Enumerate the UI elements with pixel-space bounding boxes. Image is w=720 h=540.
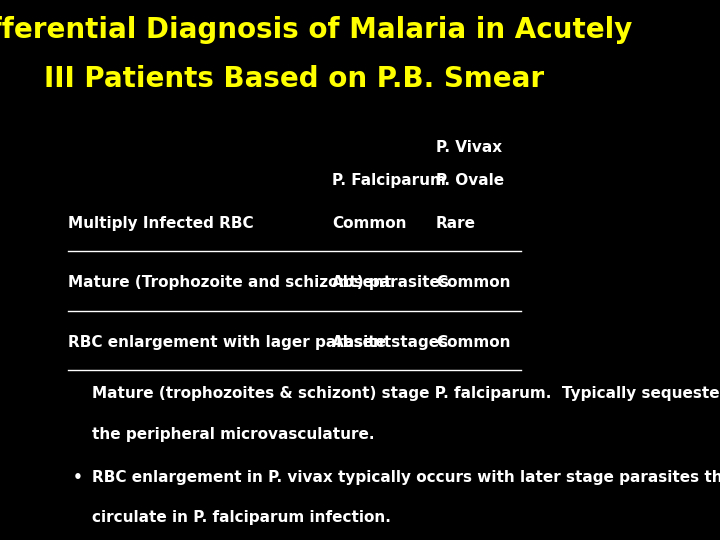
Text: III Patients Based on P.B. Smear: III Patients Based on P.B. Smear [45,65,544,93]
Text: circulate in P. falciparum infection.: circulate in P. falciparum infection. [91,510,390,525]
Text: Multiply Infected RBC: Multiply Infected RBC [68,216,253,231]
Text: Absent: Absent [332,275,392,291]
Text: P. Falciparum: P. Falciparum [332,173,446,188]
Text: P. Ovale: P. Ovale [436,173,504,188]
Text: Mature (trophozoites & schizont) stage P. falciparum.  Typically sequestered in: Mature (trophozoites & schizont) stage P… [91,386,720,401]
Text: Common: Common [436,275,510,291]
Text: Rare: Rare [436,216,476,231]
Text: the peripheral microvasculature.: the peripheral microvasculature. [91,427,374,442]
Text: Mature (Trophozoite and schizont) parasites: Mature (Trophozoite and schizont) parasi… [68,275,449,291]
Text: Common: Common [436,335,510,350]
Text: Absent: Absent [332,335,392,350]
Text: Differential Diagnosis of Malaria in Acutely: Differential Diagnosis of Malaria in Acu… [0,16,632,44]
Text: P. Vivax: P. Vivax [436,140,502,156]
Text: RBC enlargement with lager parasite stages: RBC enlargement with lager parasite stag… [68,335,449,350]
Text: RBC enlargement in P. vivax typically occurs with later stage parasites that do : RBC enlargement in P. vivax typically oc… [91,470,720,485]
Text: •: • [73,470,83,485]
Text: Common: Common [332,216,407,231]
